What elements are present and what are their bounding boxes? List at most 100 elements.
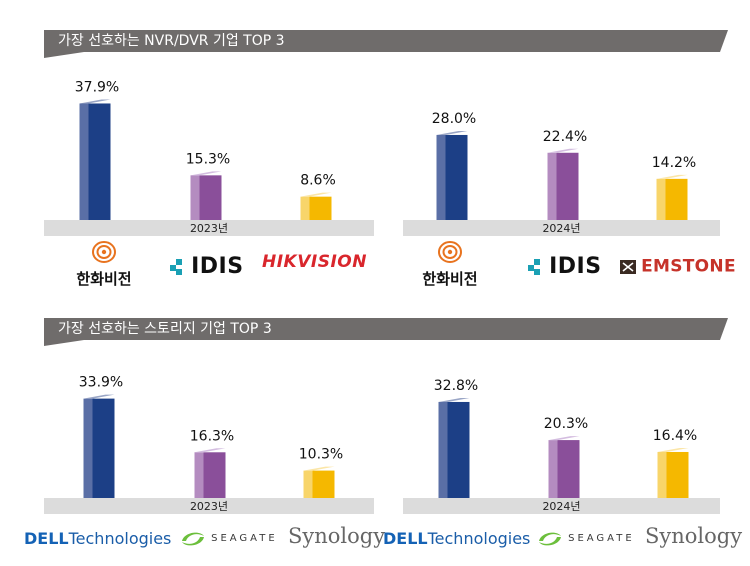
bar-front [666,451,689,498]
bar-top [303,466,335,471]
dell-brand: DELL [383,529,428,548]
bar-0 [83,394,115,498]
bar-front [665,178,688,220]
logo-seagate-2023: SEAGATE [180,528,278,549]
section-title-storage: 가장 선호하는 스토리지 기업 TOP 3 [58,321,272,337]
bar-side [303,470,313,498]
bar-side [194,452,204,498]
seagate-label: SEAGATE [568,533,635,544]
logo-dell-2024: DELLTechnologies [383,529,530,548]
bar-front [557,440,580,498]
bar-1 [194,448,226,498]
dell-suffix: Technologies [68,529,172,548]
bar-1 [548,436,580,498]
bar-top [547,148,579,153]
chart-nvr-2024: 2024년 28.0% 22.4% 14.2% [403,111,720,236]
logo-dell-2023: DELLTechnologies [24,529,171,548]
bar-top [436,130,468,135]
x-axis-label: 2024년 [542,222,580,235]
chart-storage-2024: 2024년 32.8% 20.3% 16.4% [403,378,720,514]
bar-front [92,398,115,498]
seagate-swirl-icon [182,532,204,545]
hanwha-label: 한화비전 [76,270,132,288]
bar-side [436,134,446,220]
section-header-nvr: 가장 선호하는 NVR/DVR 기업 TOP 3 [44,30,728,58]
logo-hanwha-2023: 한화비전 [74,240,134,289]
bar-side [79,103,89,220]
synology-label: Synology [645,524,743,548]
data-label: 33.9% [79,375,123,391]
bar-0 [436,130,468,220]
emstone-mark-icon [620,259,636,274]
dell-suffix: Technologies [427,529,531,548]
seagate-swirl-icon [539,532,561,545]
data-label: 10.3% [299,447,343,463]
bar-side [548,440,558,498]
hanwha-label: 한화비전 [422,270,478,288]
x-axis-label: 2023년 [190,222,228,235]
idis-squares-icon [528,258,540,275]
logo-hikvision: HIKVISION [262,252,367,272]
bar-front [309,196,332,220]
bar-0 [79,99,111,220]
bar-side [656,178,666,220]
bar-side [657,451,667,498]
x-axis-label: 2024년 [542,500,580,513]
bar-0 [438,397,470,498]
bar-2 [656,174,688,220]
x-band [44,498,374,514]
idis-label: IDIS [191,254,244,279]
bar-top [548,436,580,441]
bar-front [445,134,468,220]
section-header-storage: 가장 선호하는 스토리지 기업 TOP 3 [44,318,728,346]
bar-front [556,152,579,220]
x-band [403,498,720,514]
chart-storage-2023: 2023년 33.9% 16.3% 10.3% [44,375,374,514]
bar-top [190,171,222,176]
idis-squares-icon [170,258,182,275]
x-band [44,220,374,236]
logo-emstone: EMSTONE [620,256,736,277]
data-label: 8.6% [300,173,336,189]
bar-2 [300,192,332,220]
bar-front [88,103,111,220]
bar-front [199,175,222,220]
bar-top [656,174,688,179]
data-label: 32.8% [434,378,478,394]
logo-seagate-2024: SEAGATE [537,528,635,549]
bar-front [312,470,335,498]
bar-top [79,99,111,104]
bar-front [203,452,226,498]
bar-top [194,448,226,453]
data-label: 37.9% [75,79,119,95]
bar-side [190,175,200,220]
x-band [403,220,720,236]
bar-top [438,397,470,402]
logo-idis-2023: IDIS [170,254,244,279]
bar-2 [303,466,335,498]
x-axis-label: 2023년 [190,500,228,513]
data-label: 15.3% [186,151,230,167]
data-label: 14.2% [652,155,696,171]
bar-top [300,192,332,197]
synology-label: Synology [288,524,386,548]
logo-synology-2023: Synology [288,524,385,548]
seagate-label: SEAGATE [211,533,278,544]
emstone-label: EMSTONE [641,256,736,277]
logo-hanwha-2024: 한화비전 [420,240,480,289]
bar-side [438,401,448,498]
hanwha-swirl-icon [92,241,116,263]
bar-top [83,394,115,399]
idis-label: IDIS [549,254,602,279]
bar-1 [190,171,222,220]
dell-brand: DELL [24,529,69,548]
bar-1 [547,148,579,220]
bar-side [83,398,93,498]
bar-side [547,152,557,220]
data-label: 28.0% [432,111,476,127]
hanwha-swirl-icon [438,241,462,263]
data-label: 22.4% [543,129,587,145]
logo-synology-2024: Synology [645,524,742,548]
logo-idis-2024: IDIS [528,254,602,279]
data-label: 16.3% [190,428,234,444]
